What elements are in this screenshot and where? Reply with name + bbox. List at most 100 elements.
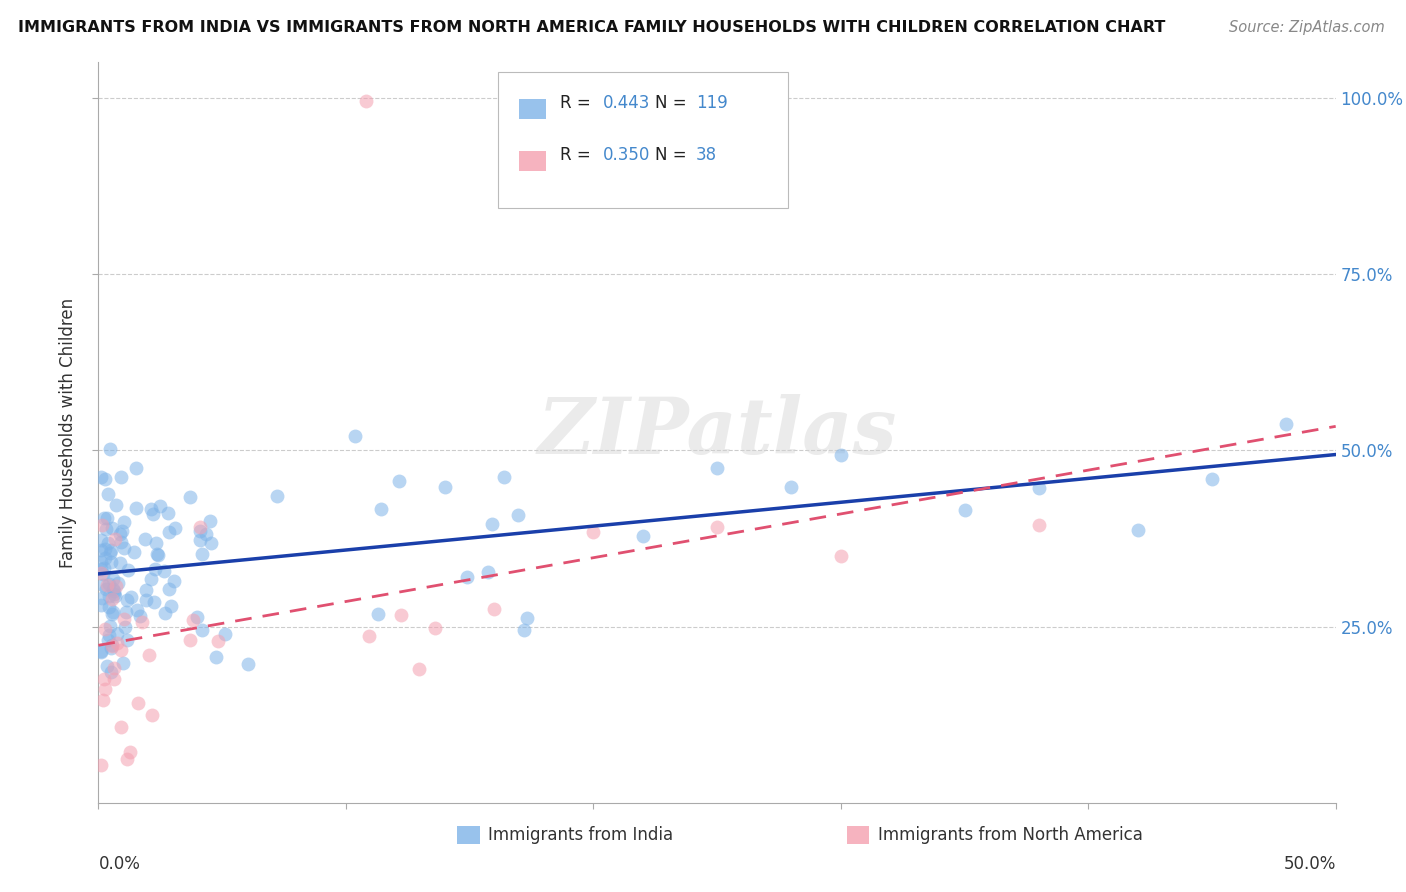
Text: N =: N = — [655, 95, 692, 112]
Text: Immigrants from North America: Immigrants from North America — [877, 826, 1143, 845]
Point — [357, 629, 380, 643]
Point — [115, 605, 138, 619]
Point — [1126, 523, 1149, 537]
Point — [117, 593, 139, 607]
Point — [506, 508, 529, 522]
Point — [98, 619, 121, 633]
Point — [131, 615, 153, 629]
Point — [513, 623, 536, 637]
Point — [188, 524, 211, 538]
Point — [205, 649, 228, 664]
Point — [198, 514, 221, 528]
Point — [101, 607, 124, 622]
Point — [266, 489, 288, 503]
Point — [156, 506, 179, 520]
Point — [98, 442, 121, 457]
Point — [105, 579, 128, 593]
Point — [90, 533, 112, 547]
Point — [1028, 518, 1050, 533]
Point — [481, 517, 503, 532]
Point — [408, 662, 430, 676]
Point — [389, 608, 412, 623]
Point — [104, 589, 127, 603]
Point — [96, 577, 118, 591]
Bar — [519, 99, 547, 120]
Point — [103, 661, 125, 675]
Point — [163, 520, 186, 534]
Point — [100, 542, 122, 557]
Point — [780, 480, 803, 494]
Point — [112, 515, 135, 529]
Point — [110, 527, 132, 541]
Point — [103, 586, 125, 600]
Point — [91, 578, 114, 592]
Text: 119: 119 — [696, 95, 728, 112]
Bar — [519, 151, 547, 171]
Point — [706, 461, 728, 475]
Point — [90, 566, 112, 580]
Point — [90, 599, 112, 613]
Point — [114, 620, 136, 634]
Text: 0.350: 0.350 — [603, 146, 651, 164]
Point — [128, 608, 150, 623]
Point — [477, 565, 499, 579]
Point — [96, 511, 118, 525]
Point — [179, 632, 201, 647]
Point — [425, 621, 447, 635]
Point — [236, 657, 259, 672]
Point — [181, 614, 204, 628]
Point — [90, 543, 112, 558]
Point — [141, 502, 163, 516]
Point — [484, 602, 506, 616]
Point — [117, 752, 139, 766]
Point — [145, 535, 167, 549]
Point — [101, 591, 124, 606]
Point — [90, 470, 112, 484]
Point — [101, 582, 124, 597]
Point — [103, 584, 125, 599]
Point — [127, 697, 149, 711]
Point — [115, 632, 138, 647]
Point — [90, 562, 112, 576]
Point — [141, 708, 163, 723]
Point — [200, 536, 222, 550]
Point — [953, 502, 976, 516]
Point — [107, 575, 129, 590]
Text: Immigrants from India: Immigrants from India — [488, 826, 673, 845]
Point — [111, 524, 134, 538]
Point — [93, 561, 115, 575]
Point — [101, 520, 124, 534]
Point — [97, 632, 120, 647]
Point — [105, 626, 128, 640]
Text: R =: R = — [560, 146, 596, 164]
Point — [1275, 417, 1298, 431]
Point — [138, 648, 160, 662]
Point — [494, 470, 516, 484]
Point — [93, 510, 115, 524]
Point — [117, 563, 139, 577]
Bar — [457, 827, 479, 844]
Point — [142, 508, 165, 522]
Point — [98, 577, 121, 591]
Point — [100, 641, 122, 656]
Point — [195, 527, 218, 541]
Point — [94, 682, 117, 697]
Point — [98, 546, 121, 560]
Point — [191, 547, 214, 561]
Point — [125, 602, 148, 616]
Point — [100, 639, 122, 653]
Point — [101, 638, 124, 652]
Point — [110, 535, 132, 549]
Point — [98, 599, 121, 614]
Point — [160, 599, 183, 613]
Point — [108, 557, 131, 571]
Point — [100, 665, 122, 680]
Point — [90, 645, 112, 659]
Point — [830, 549, 852, 563]
Point — [157, 582, 180, 596]
Point — [582, 524, 605, 539]
Text: 0.443: 0.443 — [603, 95, 651, 112]
Point — [91, 517, 114, 532]
Y-axis label: Family Households with Children: Family Households with Children — [59, 298, 77, 567]
Point — [433, 480, 456, 494]
